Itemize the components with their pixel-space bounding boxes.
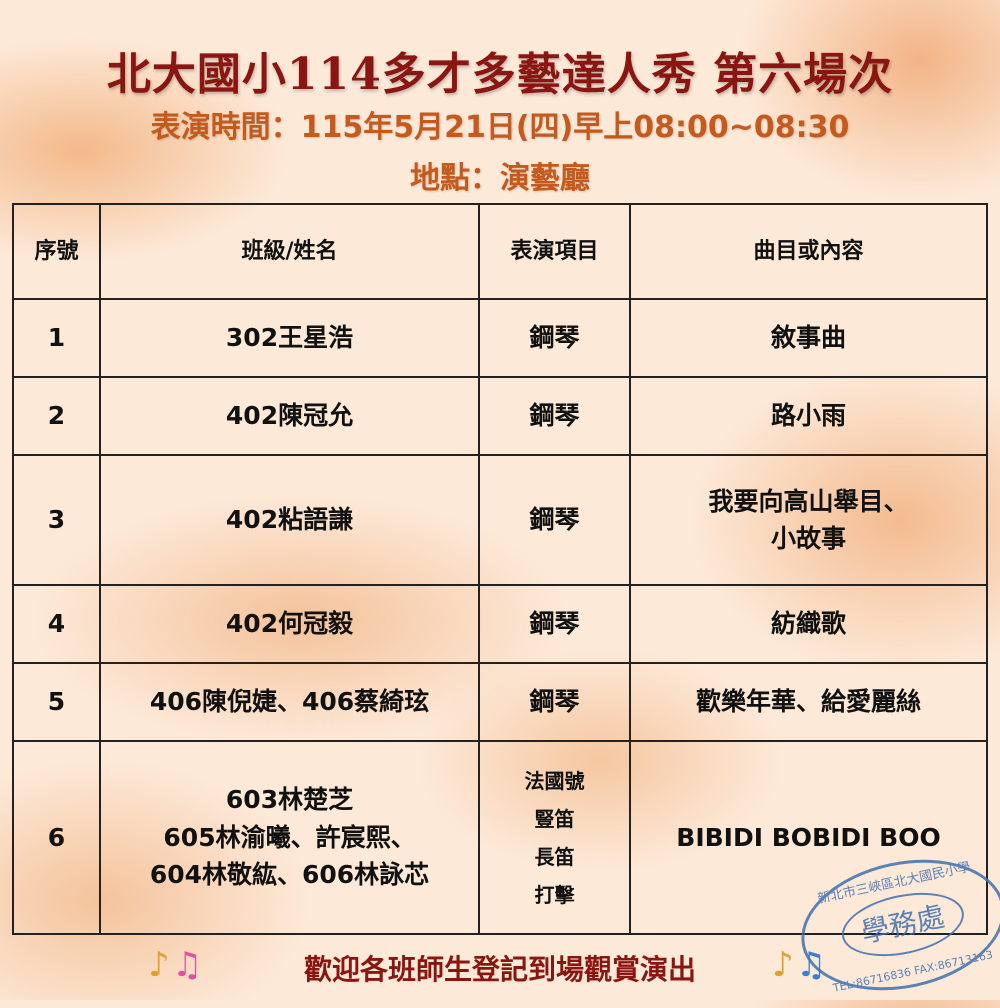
music-note-icon: ♫	[172, 945, 203, 985]
footer-message: 歡迎各班師生登記到場觀賞演出	[303, 953, 696, 986]
performance-time: 表演時間：115年5月21日(四)早上08:00~08:30	[150, 110, 850, 145]
music-note-icon: ♫	[796, 945, 827, 985]
cell-item-line: 鋼琴	[529, 323, 580, 353]
cell-class-name: 406陳倪婕、406蔡綺玹	[99, 662, 480, 742]
cell-piece-line: 歡樂年華、給愛麗絲	[695, 687, 921, 717]
cell-piece-line: 小故事	[770, 524, 846, 553]
cell-piece: BIBIDI BOBIDI BOO	[629, 740, 988, 935]
cell-class-name: 402陳冠允	[99, 376, 480, 456]
cell-piece-line: BIBIDI BOBIDI BOO	[676, 822, 941, 852]
table-row: 6 603林楚芝 605林渝曦、許宸熙、 604林敬紘、606林詠芯 法國號豎笛長笛打擊…	[12, 740, 988, 935]
cell-piece-line: 敘事曲	[770, 323, 846, 353]
cell-number: 4	[12, 584, 101, 664]
table-row: 2 402陳冠允 鋼琴 路小雨	[12, 376, 988, 456]
cell-class-name-line: 302王星浩	[225, 323, 354, 353]
table-row: 3 402粘語謙 鋼琴 我要向高山舉目、 小故事	[12, 454, 988, 586]
cell-item: 鋼琴	[478, 454, 631, 586]
cell-class-name: 402粘語謙	[99, 454, 480, 586]
cell-piece: 敘事曲	[629, 298, 988, 378]
cell-piece: 我要向高山舉目、 小故事	[629, 454, 988, 586]
cell-piece-line: 路小雨	[770, 401, 846, 431]
cell-item-line: 鋼琴	[529, 609, 580, 639]
cell-item-line: 豎笛	[534, 806, 575, 831]
cell-number: 1	[12, 298, 101, 378]
cell-item-line: 鋼琴	[529, 401, 580, 431]
cell-item: 鋼琴	[478, 662, 631, 742]
table-row: 4 402何冠毅 鋼琴 紡織歌	[12, 584, 988, 664]
cell-class-name-line: 603林楚芝	[225, 785, 354, 815]
cell-piece-line: 紡織歌	[770, 609, 846, 639]
table-row: 5 406陳倪婕、406蔡綺玹 鋼琴 歡樂年華、給愛麗絲	[12, 662, 988, 742]
music-note-icon: ♪	[772, 945, 794, 985]
cell-number: 6	[12, 740, 101, 935]
cell-class-name-line: 605林渝曦、許宸熙、	[163, 822, 416, 852]
header-item: 表演項目	[478, 203, 631, 300]
header-number: 序號	[12, 203, 101, 300]
cell-number: 5	[12, 662, 101, 742]
cell-piece: 紡織歌	[629, 584, 988, 664]
music-note-icon: ♪	[148, 945, 170, 985]
cell-item: 鋼琴	[478, 298, 631, 378]
cell-class-name: 402何冠毅	[99, 584, 480, 664]
table-row: 1 302王星浩 鋼琴 敘事曲	[12, 298, 988, 378]
cell-item-line: 法國號	[524, 768, 585, 793]
cell-class-name-line: 604林敬紘、606林詠芯	[149, 860, 430, 890]
cell-item-line: 長笛	[534, 844, 575, 869]
header-piece: 曲目或內容	[629, 203, 988, 300]
cell-item: 鋼琴	[478, 376, 631, 456]
cell-item: 法國號 豎笛 長笛 打擊	[478, 740, 631, 935]
cell-class-name: 603林楚芝 605林渝曦、許宸熙、 604林敬紘、606林詠芯	[99, 740, 480, 935]
cell-piece: 路小雨	[629, 376, 988, 456]
schedule-table: 序號 班級/姓名 表演項目 曲目或內容 1 302王星浩 鋼琴 敘事曲 2 402陳冠允鋼…	[12, 203, 988, 935]
cell-class-name: 302王星浩	[99, 298, 480, 378]
cell-item-line: 打擊	[534, 882, 575, 907]
cell-class-name-line: 402陳冠允	[225, 401, 354, 431]
cell-item: 鋼琴	[478, 584, 631, 664]
cell-item-line: 鋼琴	[529, 687, 580, 717]
cell-class-name-line: 402何冠毅	[225, 609, 354, 639]
table-header-row: 序號 班級/姓名 表演項目 曲目或內容	[12, 203, 988, 300]
header-class-name: 班級/姓名	[99, 203, 480, 300]
cell-number: 2	[12, 376, 101, 456]
cell-piece-line: 我要向高山舉目、	[708, 486, 909, 516]
page-title: 北大國小114多才多藝達人秀 第六場次	[106, 49, 894, 100]
venue: 地點：演藝廳	[410, 161, 590, 196]
cell-class-name-line: 402粘語謙	[225, 505, 354, 535]
cell-item-line: 鋼琴	[529, 505, 580, 535]
cell-number: 3	[12, 454, 101, 586]
cell-piece: 歡樂年華、給愛麗絲	[629, 662, 988, 742]
cell-class-name-line: 406陳倪婕、406蔡綺玹	[149, 687, 430, 717]
